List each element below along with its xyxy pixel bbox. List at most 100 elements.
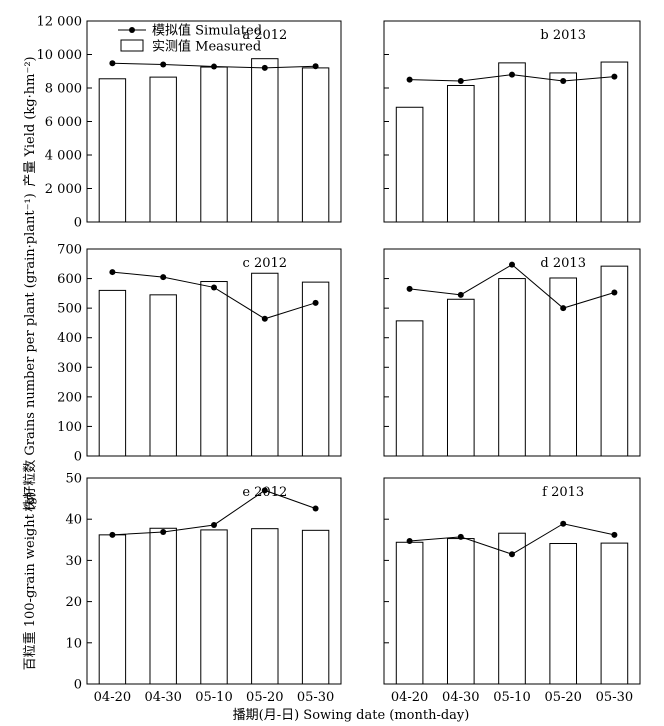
bar-measured [301, 67, 330, 223]
point-simulated [509, 71, 515, 78]
bar-measured [498, 62, 526, 223]
bar-measured [395, 541, 424, 685]
bar-measured [498, 532, 526, 685]
legend-simulated-marker [129, 27, 135, 33]
bar-measured [149, 527, 177, 685]
panel-f-2013: 04-20 04-30 05-10 05-20 05-30 f 2013 [383, 477, 641, 705]
x-tick-label: 04-30 [144, 690, 181, 705]
point-simulated [211, 284, 217, 291]
y-tick-label: 4 000 [45, 149, 82, 164]
point-simulated [611, 289, 618, 296]
panel-b-2013: b 2013 [383, 20, 641, 223]
x-axis-title: 播期(月-日) Sowing date (month-day) [233, 708, 470, 723]
bar-measured [98, 534, 127, 685]
point-simulated [560, 520, 567, 527]
point-simulated [109, 60, 116, 67]
y-tick-label: 6 000 [45, 115, 82, 130]
y-tick-label: 0 [74, 678, 82, 693]
x-tick-label: 04-30 [442, 690, 479, 705]
legend-measured-swatch [120, 39, 144, 52]
x-tick-label: 05-10 [195, 690, 232, 705]
bar-measured [149, 294, 177, 457]
y-tick-label: 200 [57, 390, 82, 405]
y-axis-title: 产量 Yield (kg·hm⁻²) [23, 56, 38, 186]
y-tick-label: 50 [65, 472, 82, 487]
panel-a-2012: 0 2 000 4 000 6 000 8 000 10 000 12 000 a 2012 产… [23, 15, 342, 231]
point-simulated [160, 274, 167, 281]
x-tick-label: 05-20 [544, 690, 581, 705]
point-simulated [406, 538, 413, 545]
bar-measured [200, 529, 228, 685]
bar-measured [498, 278, 526, 457]
point-simulated [160, 528, 167, 535]
y-tick-label: 20 [65, 595, 82, 610]
panel-label: d 2013 [540, 256, 586, 271]
bar-measured [600, 542, 629, 685]
panel-label: c 2012 [243, 256, 288, 271]
y-tick-label: 0 [74, 450, 82, 465]
panel-label: e 2012 [242, 485, 287, 500]
bar-measured [549, 543, 578, 685]
bar-measured [251, 272, 279, 457]
x-tick-label: 05-20 [246, 690, 283, 705]
bar-measured [549, 277, 578, 457]
bar-measured [200, 281, 228, 457]
y-axis-title: 株籽粒数 Grains number per plant (grain·plan… [23, 193, 38, 512]
x-tick-label: 04-20 [391, 690, 428, 705]
point-simulated [261, 315, 268, 322]
panel-label: f 2013 [542, 485, 584, 500]
point-simulated [211, 63, 217, 70]
y-axis-title: 百粒重 100-grain weight (g) [22, 492, 38, 671]
legend-measured-label: 实测值 Measured [152, 39, 261, 55]
y-tick-label: 300 [57, 361, 82, 376]
point-simulated [109, 269, 116, 276]
point-simulated [509, 551, 515, 558]
panel-label: a 2012 [242, 28, 287, 43]
panel-label: b 2013 [540, 28, 586, 43]
y-tick-label: 100 [57, 420, 82, 435]
bar-measured [446, 298, 475, 457]
bar-measured [149, 76, 177, 223]
x-tick-label: 05-10 [493, 690, 530, 705]
panel-e-2012: 0 10 20 30 40 50 04-20 04-30 05-10 05-20 05-30 e 20… [22, 472, 342, 705]
x-tick-label: 04-20 [94, 690, 131, 705]
point-simulated [312, 299, 319, 306]
y-tick-label: 30 [65, 554, 82, 569]
bar-measured [301, 281, 330, 457]
y-tick-label: 10 [65, 636, 82, 651]
x-tick-label: 05-30 [596, 690, 633, 705]
y-tick-label: 12 000 [37, 15, 83, 30]
panels: 0 2 000 4 000 6 000 8 000 10 000 12 000 a 2012 产… [22, 15, 641, 705]
bar-measured [251, 528, 279, 685]
bar-measured [446, 538, 475, 685]
y-tick-label: 10 000 [37, 48, 83, 63]
point-simulated [406, 76, 413, 83]
point-simulated [457, 533, 464, 540]
bar-measured [395, 106, 424, 223]
legend: 模拟值 Simulated 实测值 Measured [118, 23, 262, 55]
bar-measured [200, 66, 228, 223]
point-simulated [457, 291, 464, 298]
point-simulated [611, 73, 618, 80]
y-tick-label: 8 000 [45, 82, 82, 97]
point-simulated [560, 305, 567, 312]
bar-measured [301, 529, 330, 685]
point-simulated [109, 531, 116, 538]
bar-measured [251, 58, 279, 223]
y-tick-label: 400 [57, 331, 82, 346]
point-simulated [560, 77, 567, 84]
bar-measured [600, 61, 629, 223]
point-simulated [160, 61, 167, 68]
point-simulated [457, 77, 464, 84]
bar-measured [600, 265, 629, 457]
legend-simulated-label: 模拟值 Simulated [152, 23, 262, 39]
point-simulated [611, 531, 618, 538]
point-simulated [312, 505, 319, 512]
point-simulated [211, 521, 217, 528]
y-tick-label: 2 000 [45, 182, 82, 197]
bar-measured [98, 78, 127, 223]
y-tick-label: 600 [57, 272, 82, 287]
y-tick-label: 500 [57, 302, 82, 317]
y-tick-label: 700 [57, 243, 82, 258]
